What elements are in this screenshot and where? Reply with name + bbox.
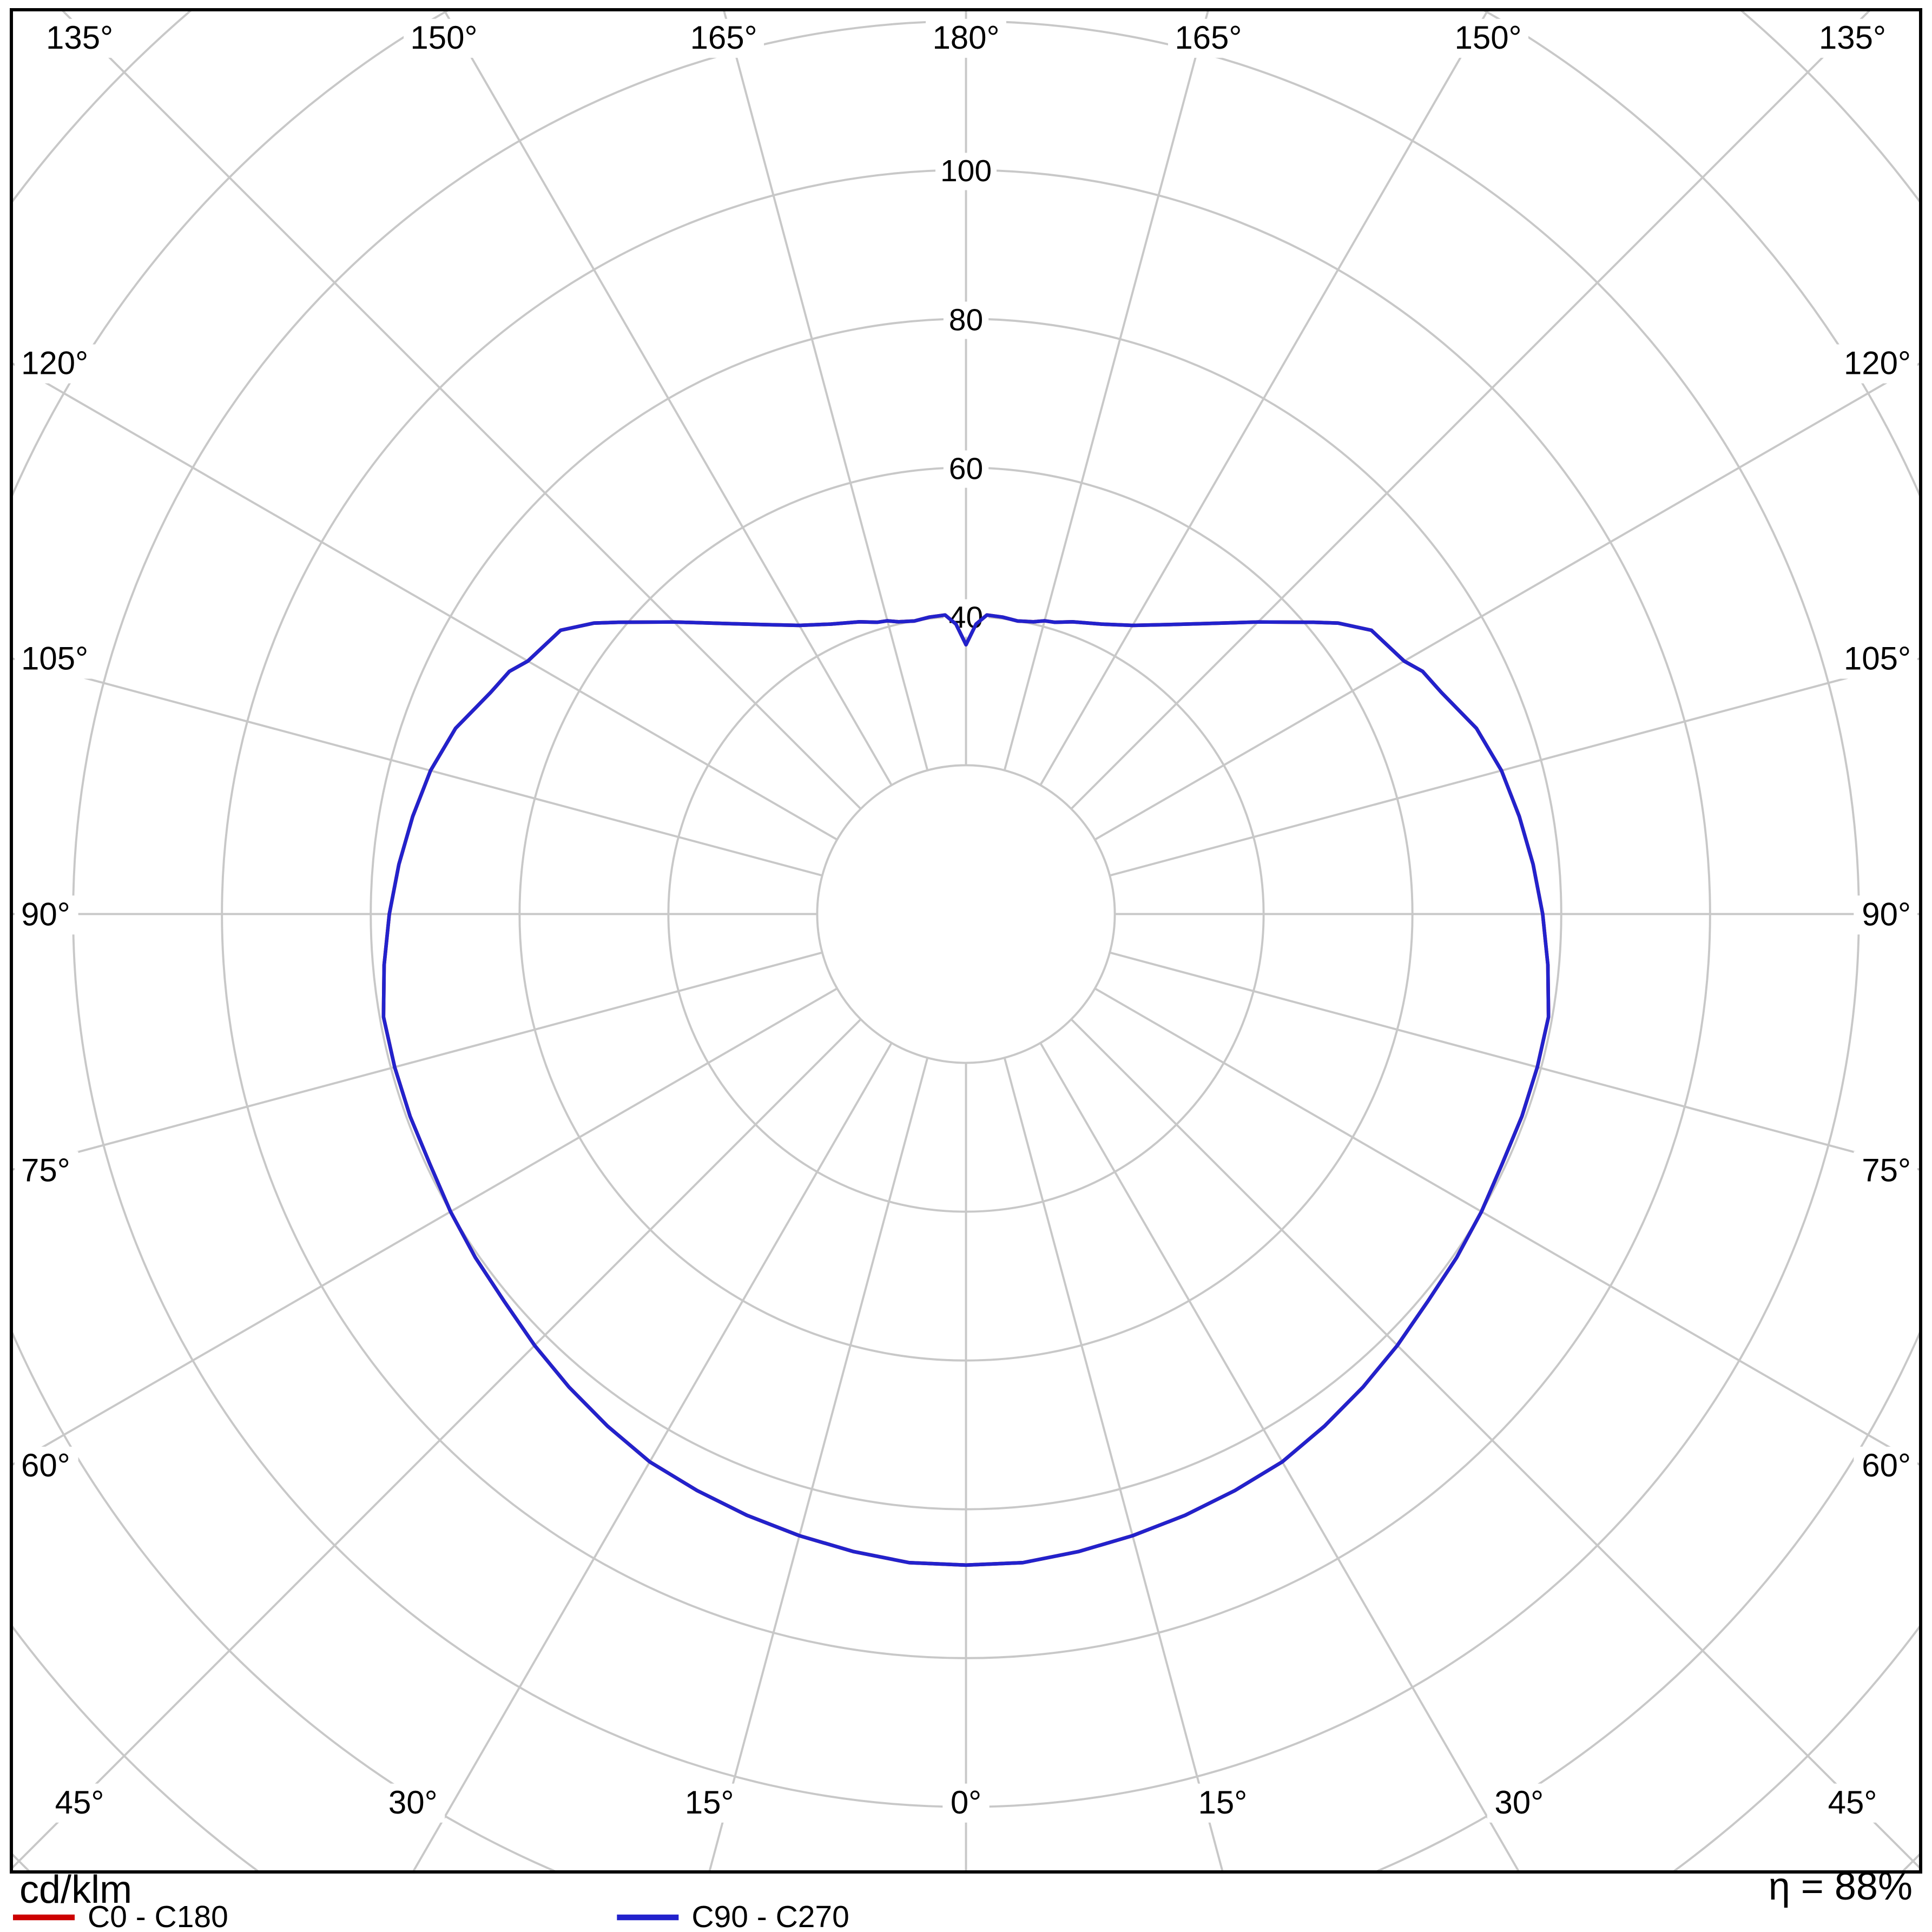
label-background (1448, 18, 1528, 58)
plot-border (10, 8, 1922, 1874)
legend-label-c0: C0 - C180 (88, 1900, 228, 1932)
grid-ray (1109, 951, 1919, 1171)
angle-label: 165° (1175, 19, 1242, 56)
label-background (15, 1151, 78, 1191)
ring-value-label: 60 (949, 451, 983, 486)
grid-ray (412, 1042, 893, 1870)
grid-ray (1094, 987, 1919, 1466)
label-background (677, 1783, 741, 1823)
label-background (15, 639, 95, 679)
label-background (15, 344, 95, 384)
angle-label: 75° (1862, 1152, 1911, 1188)
grid-ray (13, 1018, 862, 1869)
label-background (15, 895, 78, 935)
angle-label: 60° (21, 1447, 70, 1483)
angle-label: 45° (1828, 1784, 1877, 1821)
grid-ray (1039, 1042, 1520, 1870)
label-background (15, 1446, 78, 1486)
legend-label-c90: C90 - C270 (691, 1900, 849, 1932)
curves (381, 613, 1551, 1567)
label-background (381, 1783, 445, 1823)
angle-label: 15° (685, 1784, 734, 1821)
grid-ray (708, 1057, 929, 1870)
ring-value-label: 80 (949, 302, 983, 337)
angle-label: 0° (951, 1784, 981, 1821)
label-background (943, 301, 989, 339)
units-label: cd/klm (19, 1868, 132, 1911)
label-background (943, 450, 989, 488)
grid-ray (443, 11, 893, 786)
angle-label: 105° (1844, 641, 1911, 677)
grid-ray (13, 362, 838, 841)
angle-label: 15° (1198, 1784, 1248, 1821)
ring-value-label: 40 (949, 600, 983, 635)
curve-c90-c270 (381, 613, 1551, 1567)
label-background (926, 18, 1006, 58)
grid-ray (1070, 1018, 1919, 1869)
label-background (1168, 18, 1249, 58)
grid-ray (13, 951, 823, 1171)
grid-ray (1109, 657, 1919, 877)
label-background (1854, 1446, 1917, 1486)
label-background (1821, 1783, 1884, 1823)
label-background (1191, 1783, 1255, 1823)
grid-ray (13, 657, 823, 877)
ring-value-label: 100 (940, 154, 992, 188)
label-background (1487, 1783, 1551, 1823)
label-background (39, 18, 120, 58)
grid-ray (13, 987, 838, 1466)
angle-label: 135° (1819, 19, 1886, 56)
grid-ray (1094, 362, 1919, 841)
legend: cd/klm η = 88% C0 - C180 C90 - C270 (13, 1865, 1913, 1932)
angle-label: 120° (21, 345, 88, 381)
efficiency-label: η = 88% (1769, 1865, 1913, 1908)
grid-ray (1070, 11, 1870, 810)
label-background (1854, 1151, 1917, 1191)
label-background (48, 1783, 111, 1823)
angle-label: 90° (21, 896, 70, 932)
angle-label: 120° (1844, 345, 1911, 381)
label-background (1812, 18, 1893, 58)
angle-label: 180° (932, 19, 999, 56)
label-background (1837, 344, 1917, 384)
angle-label: 45° (55, 1784, 104, 1821)
grid-ray (1003, 11, 1209, 771)
angle-label: 150° (410, 19, 477, 56)
angle-label: 90° (1862, 896, 1911, 932)
grid-ray (1039, 11, 1489, 786)
grid-ray (1003, 1057, 1224, 1870)
label-background (935, 153, 997, 190)
angle-label: 30° (388, 1784, 438, 1821)
label-background (942, 1783, 990, 1823)
angle-label: 75° (21, 1152, 70, 1188)
label-background (1837, 639, 1917, 679)
grid-ray (723, 11, 929, 771)
axis-labels: 40 60 80 100 165° 150° 135° 120° 105° 90° 75° 60° 45… (15, 18, 1917, 1823)
angle-label: 105° (21, 641, 88, 677)
angle-label: 165° (690, 19, 757, 56)
angle-label: 60° (1862, 1447, 1911, 1483)
angle-label: 30° (1494, 1784, 1544, 1821)
label-background (683, 18, 764, 58)
label-background (404, 18, 484, 58)
angle-label: 135° (46, 19, 113, 56)
angle-label: 150° (1454, 19, 1521, 56)
label-background (1854, 895, 1917, 935)
grid-ray (62, 11, 862, 810)
